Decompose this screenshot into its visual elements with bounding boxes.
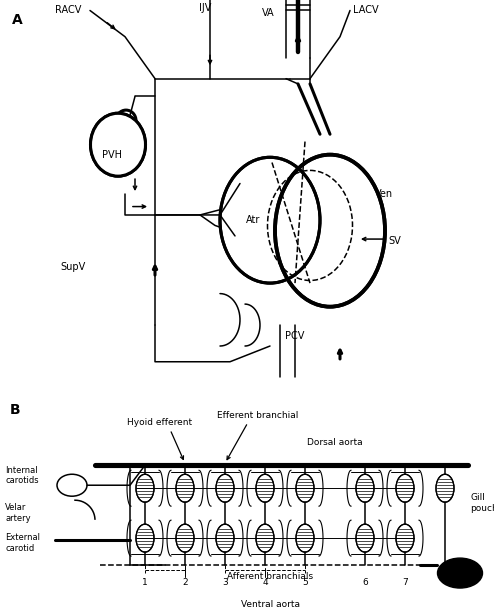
Text: Dorsal aorta: Dorsal aorta [307,438,363,447]
Ellipse shape [357,475,373,501]
Text: External
carotid: External carotid [5,533,40,553]
Text: Atr: Atr [246,215,260,225]
Text: Velar
artery: Velar artery [5,503,31,523]
Text: Ventral aorta: Ventral aorta [241,600,299,609]
Ellipse shape [437,475,453,501]
Ellipse shape [397,525,413,551]
Text: VA: VA [262,9,275,18]
Text: 6: 6 [362,578,368,587]
Ellipse shape [438,558,483,588]
Text: Ven: Ven [375,189,393,199]
Ellipse shape [177,475,193,501]
Ellipse shape [137,475,153,501]
Text: LACV: LACV [353,6,378,15]
Ellipse shape [217,475,233,501]
Ellipse shape [257,475,273,501]
Text: 2: 2 [182,578,188,587]
Ellipse shape [257,525,273,551]
Text: 7: 7 [402,578,408,587]
Ellipse shape [357,525,373,551]
Text: SupV: SupV [60,262,85,272]
Text: Afferent branchials: Afferent branchials [227,572,313,581]
Text: SV: SV [388,236,401,246]
Ellipse shape [297,475,313,501]
Ellipse shape [297,525,313,551]
Text: CPV: CPV [220,221,240,230]
Text: Gill
pouches: Gill pouches [470,493,494,513]
Ellipse shape [177,525,193,551]
Ellipse shape [221,158,319,282]
Text: PVH: PVH [102,150,122,160]
Ellipse shape [91,114,145,175]
Text: RACV: RACV [55,6,82,15]
Text: Internal
carotids: Internal carotids [5,465,39,485]
Ellipse shape [397,475,413,501]
Ellipse shape [137,525,153,551]
Text: Hyoid efferent: Hyoid efferent [127,418,193,427]
Ellipse shape [276,156,384,306]
Text: 4: 4 [262,578,268,587]
Text: Efferent branchial: Efferent branchial [217,411,299,421]
Text: 1: 1 [142,578,148,587]
Text: 5: 5 [302,578,308,587]
Text: IJV: IJV [199,3,211,13]
Ellipse shape [217,525,233,551]
Text: PCV: PCV [286,330,305,341]
Text: B: B [10,403,21,417]
Text: A: A [12,13,23,26]
Text: 3: 3 [222,578,228,587]
